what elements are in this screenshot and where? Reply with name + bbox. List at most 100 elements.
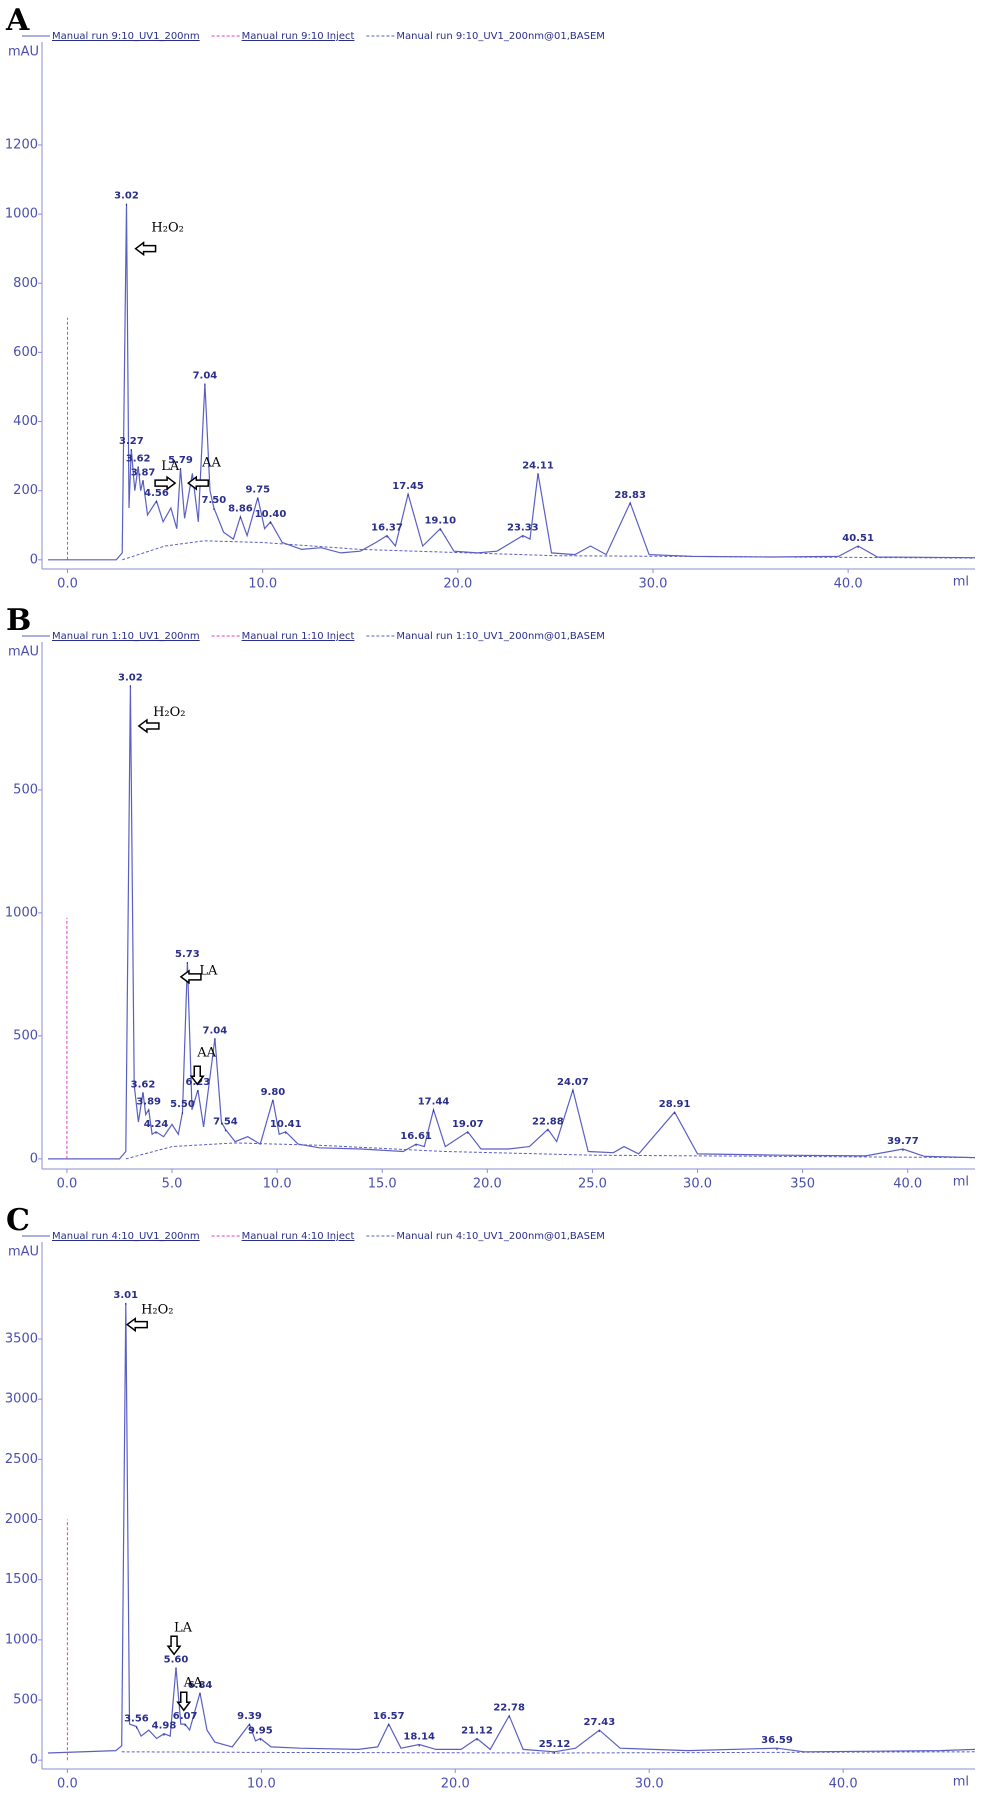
y-tick-label: 0 — [30, 1151, 38, 1166]
x-tick-label: 40.0 — [893, 1177, 922, 1192]
peak-label: 3.87 — [131, 467, 156, 478]
peak-label: 22.88 — [532, 1116, 564, 1127]
y-tick-label: 3500 — [5, 1332, 38, 1347]
peak-label: 8.86 — [228, 504, 253, 515]
x-tick-label: 5.0 — [162, 1177, 183, 1192]
x-tick-label: 30.0 — [635, 1777, 664, 1792]
y-tick-label: 1000 — [5, 207, 38, 222]
y-tick-label: 1500 — [5, 1572, 38, 1587]
peak-label: 4.56 — [144, 488, 169, 499]
peak-label: 24.07 — [557, 1077, 589, 1088]
panel-label: A — [5, 3, 30, 38]
x-tick-label: 0.0 — [57, 577, 78, 592]
peak-label: 17.45 — [392, 481, 424, 492]
trace — [122, 540, 976, 561]
peak-label: 7.50 — [202, 495, 227, 506]
peak-label: 4.98 — [152, 1721, 177, 1732]
trace — [121, 1751, 976, 1754]
peak-label: 9.75 — [245, 485, 270, 496]
peak-label: 9.80 — [261, 1087, 286, 1098]
peak-label: 36.59 — [761, 1735, 793, 1746]
y-tick-label: 500 — [13, 1693, 38, 1708]
annotation: AA — [201, 456, 221, 471]
legend-label: Manual run 9:10 Inject — [242, 31, 355, 42]
x-tick-label: 40.0 — [829, 1777, 858, 1792]
peak-label: 6.84 — [188, 1680, 213, 1691]
peak-label: 3.01 — [113, 1290, 138, 1301]
y-tick-label: 500 — [13, 1028, 38, 1043]
y-tick-label: 1200 — [5, 137, 38, 152]
arrow — [154, 475, 177, 491]
trace — [125, 1142, 976, 1160]
peak-label: 16.37 — [371, 523, 403, 534]
peak-label: 3.56 — [124, 1713, 149, 1724]
y-tick-label: 600 — [13, 345, 38, 360]
peak-label: 7.04 — [193, 371, 218, 382]
arrow — [189, 1065, 205, 1086]
peak-label: 10.40 — [255, 509, 287, 520]
x-tick-label: 40.0 — [834, 577, 863, 592]
trace — [47, 1302, 976, 1754]
legend-label: Manual run 9:10_UV1_200nm@01,BASEM — [396, 31, 605, 42]
y-tick-label: 1000 — [5, 905, 38, 920]
legend-label: Manual run 4:10 Inject — [242, 1231, 355, 1242]
legend-label: Manual run 4:10_UV1_200nm@01,BASEM — [396, 1231, 605, 1242]
peak-label: 3.02 — [114, 191, 139, 202]
peak-label: 5.73 — [175, 949, 200, 960]
x-tick-label: 20.0 — [443, 577, 472, 592]
x-tick-label: 30.0 — [639, 577, 668, 592]
peak-label: 3.27 — [119, 436, 144, 447]
peak-label: 19.07 — [452, 1119, 484, 1130]
arrow — [179, 969, 202, 985]
y-tick-label: 3000 — [5, 1392, 38, 1407]
peak-label: 7.04 — [203, 1025, 228, 1036]
x-tick-label: 0.0 — [57, 1177, 78, 1192]
arrow — [125, 1317, 148, 1333]
peak-label: 39.77 — [887, 1136, 919, 1147]
annotation: LA — [174, 1620, 193, 1635]
y-tick-label: 2000 — [5, 1512, 38, 1527]
legend-label: Manual run 4:10_UV1_200nm — [52, 1231, 200, 1242]
y-tick-label: 0 — [30, 1753, 38, 1768]
y-tick-label: 2500 — [5, 1452, 38, 1467]
arrow — [176, 1691, 192, 1712]
peak-label: 17.44 — [418, 1097, 450, 1108]
peak-label: 28.83 — [614, 490, 646, 501]
panel-label: C — [6, 1203, 30, 1238]
x-tick-label: 20.0 — [473, 1177, 502, 1192]
peak-label: 7.54 — [213, 1116, 238, 1127]
panel-label: B — [6, 603, 31, 638]
peak-label: 21.12 — [461, 1726, 493, 1737]
peak-label: 9.39 — [237, 1711, 262, 1722]
trace — [48, 203, 976, 561]
arrow — [134, 241, 157, 257]
x-tick-label: 30.0 — [683, 1177, 712, 1192]
annotation: AA — [183, 1676, 203, 1691]
peak-label: 5.60 — [164, 1655, 189, 1666]
peak-label: 4.24 — [144, 1119, 169, 1130]
legend-label: Manual run 9:10_UV1_200nm — [52, 31, 200, 42]
arrow — [137, 718, 160, 734]
y-tick-label: 500 — [13, 782, 38, 797]
y-tick-label: 400 — [13, 414, 38, 429]
annotation: H₂O₂ — [153, 705, 185, 720]
y-axis-label: mAU — [8, 45, 39, 60]
peak-label: 3.62 — [131, 1079, 156, 1090]
peak-label: 24.11 — [522, 460, 554, 471]
peak-label: 40.51 — [842, 533, 874, 544]
x-axis-label: ml — [953, 1175, 969, 1190]
peak-label: 16.57 — [373, 1711, 405, 1722]
legend-label: Manual run 1:10_UV1_200nm — [52, 631, 200, 642]
peak-label: 22.78 — [493, 1703, 525, 1714]
x-tick-label: 350 — [790, 1177, 815, 1192]
peak-label: 10.41 — [270, 1119, 302, 1130]
peak-label: 9.95 — [248, 1726, 273, 1737]
x-tick-label: 20.0 — [441, 1777, 470, 1792]
annotation: AA — [196, 1046, 216, 1061]
peak-label: 3.02 — [118, 672, 143, 683]
annotation: H₂O₂ — [151, 220, 183, 235]
x-tick-label: 10.0 — [248, 577, 277, 592]
arrow — [187, 475, 210, 491]
legend-label: Manual run 1:10 Inject — [242, 631, 355, 642]
